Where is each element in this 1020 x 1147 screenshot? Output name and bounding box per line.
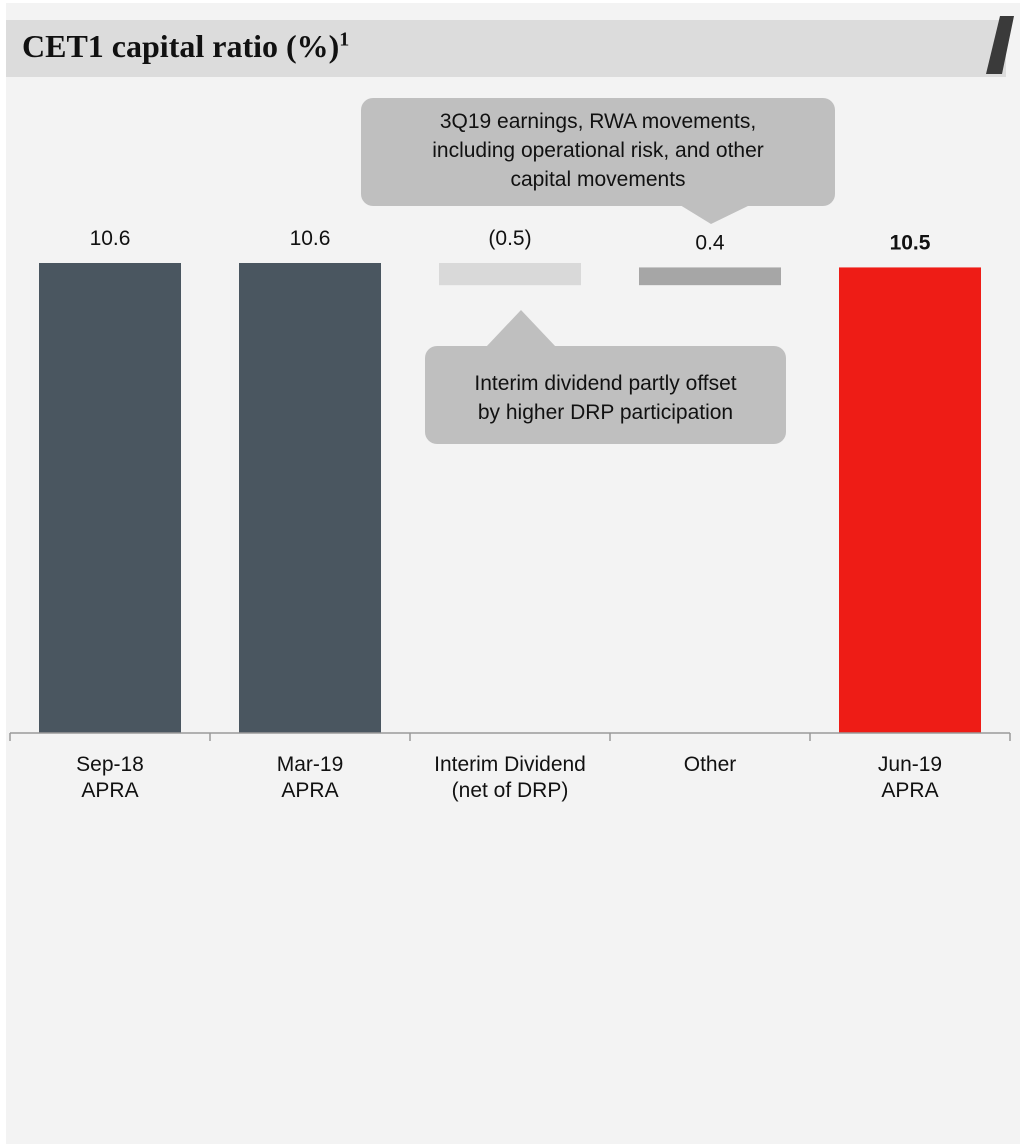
callout-text: including operational risk, and other [432, 139, 764, 162]
x-tick-label: Jun-19 [878, 753, 942, 776]
title-footnote-mark: 1 [339, 28, 350, 51]
x-axis: Sep-18 APRA Mar-19 APRA Interim Dividend (net… [9, 732, 1011, 802]
bar [439, 263, 581, 286]
bars-group: 10.6 10.6 (0.5) 0.4 10.5 [39, 227, 981, 733]
x-tick-label: APRA [81, 779, 138, 802]
callout-pointer [680, 205, 750, 224]
bar [39, 263, 181, 733]
callout-text: by higher DRP participation [478, 401, 733, 424]
data-label: 0.4 [695, 231, 725, 254]
title-bar-accent [986, 16, 1014, 74]
bar [239, 263, 381, 733]
callout-text: 3Q19 earnings, RWA movements, [440, 110, 756, 133]
callout-top: 3Q19 earnings, RWA movements, including o… [361, 98, 835, 224]
callout-pointer [486, 310, 556, 347]
x-tick-label: Interim Dividend [434, 753, 586, 776]
bar [839, 267, 981, 733]
callout-box [425, 346, 786, 444]
callout-text: capital movements [510, 168, 685, 191]
data-label: 10.6 [90, 227, 131, 250]
data-label: 10.5 [890, 231, 931, 254]
x-tick-label: Other [684, 753, 737, 776]
x-tick-label: APRA [881, 779, 938, 802]
x-tick-label: (net of DRP) [452, 779, 569, 802]
data-label: 10.6 [290, 227, 331, 250]
title-bar [6, 16, 1014, 77]
callout-text: Interim dividend partly offset [474, 372, 736, 395]
x-tick-label: Sep-18 [76, 753, 144, 776]
chart-title-text: CET1 capital ratio (%) [22, 28, 340, 64]
callout-box [361, 98, 835, 206]
x-tick-label: Mar-19 [277, 753, 344, 776]
x-tick-label: APRA [281, 779, 338, 802]
data-label: (0.5) [488, 227, 531, 250]
bar [639, 267, 781, 286]
callout-bottom: Interim dividend partly offset by higher … [425, 310, 786, 444]
chart-title: CET1 capital ratio (%)1 [22, 28, 349, 65]
